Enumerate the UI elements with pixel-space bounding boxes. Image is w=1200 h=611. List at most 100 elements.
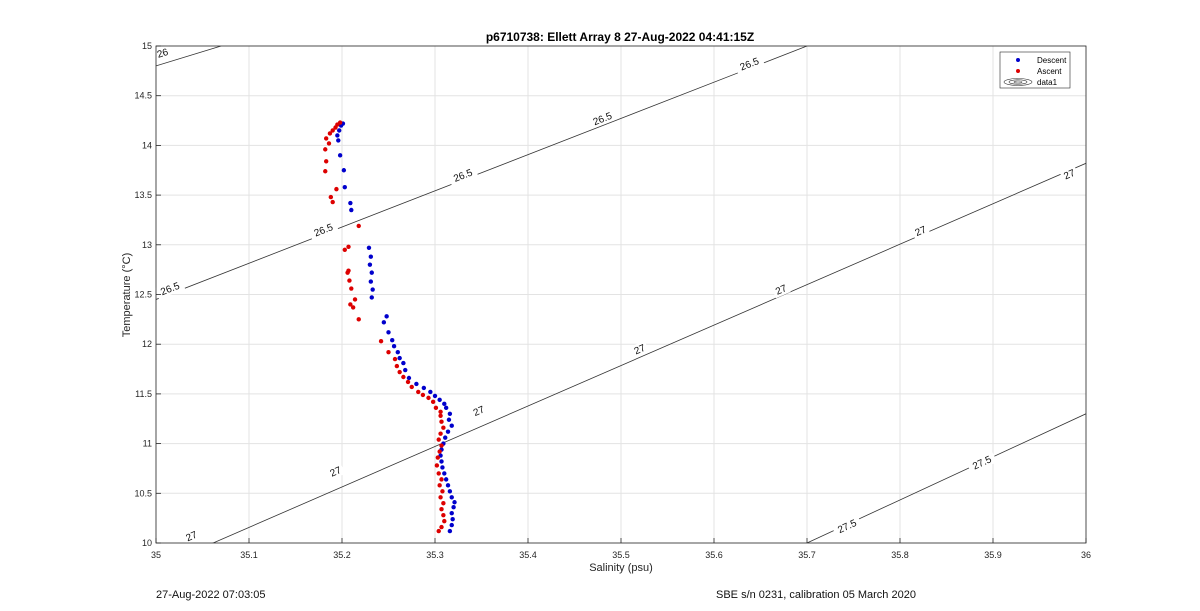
data-point [391,343,397,349]
grid-lines [155,45,1087,544]
contour-label: 26.5 [154,277,186,300]
data-point [335,133,340,138]
data-point [334,186,339,192]
x-tick-label: 35.7 [798,550,816,560]
x-tick-label: 35.8 [891,550,909,560]
contour-label: 27 [910,222,931,240]
data-point [442,518,447,524]
data-point [386,349,391,355]
data-point [449,522,454,528]
legend-descent-marker [1016,58,1020,62]
data-point [337,153,343,158]
data-point [378,339,384,344]
series-0 [335,121,457,534]
x-tick-label: 35.1 [240,550,258,560]
data-point [439,477,444,482]
data-point [430,399,436,405]
data-point [341,168,347,173]
data-point [440,465,445,470]
data-point [397,369,402,375]
data-point [449,510,454,516]
data-point [356,317,361,322]
data-point [403,367,408,373]
contour-label-text: 27 [774,283,789,298]
x-tick-label: 35.3 [426,550,444,560]
data-point [366,245,372,250]
data-point [420,392,426,398]
data-point [433,405,439,411]
data-point [326,141,332,146]
y-axis-ticks: 10 10.5 11 11.5 12 12.5 13 13.5 14 14.5 15 [134,41,161,548]
y-tick-label: 10.5 [134,488,152,498]
data-point [443,405,449,411]
series-1 [323,120,447,534]
data-point [449,495,454,500]
data-point [435,455,440,460]
data-point [421,385,427,391]
data-point [440,489,445,494]
data-point [405,379,411,385]
x-tick-label: 35.4 [519,550,537,560]
x-tick-label: 35.6 [705,550,723,560]
y-axis-label: Temperature (°C) [121,253,133,337]
contour-label-text: 27 [184,530,199,545]
data-point [323,159,329,164]
data-points [323,120,457,534]
data-point [369,270,374,275]
chart-title: p6710738: Ellett Array 8 27-Aug-2022 04:… [486,30,754,44]
isopycnal-line [156,46,808,300]
data-point [434,463,440,468]
data-point [447,411,453,416]
data-point [370,287,375,292]
data-point [367,262,373,267]
contour-label: 27 [181,527,202,545]
legend-descent-label: Descent [1037,56,1067,65]
contour-label-text: 27 [633,343,648,358]
legend-data1-label: data1 [1037,78,1058,87]
data-point [442,401,447,407]
data-point [346,244,351,249]
data-point [447,489,453,494]
data-point [323,136,329,141]
contour-label: 26.5 [587,107,618,130]
data-point [342,184,347,190]
data-point [436,471,441,476]
contour-label-text: 27 [472,404,487,419]
data-point [336,138,341,143]
x-tick-label: 35.5 [612,550,630,560]
data-point [439,507,444,512]
data-point [437,449,442,454]
data-point [349,286,354,291]
data-point [451,505,456,510]
data-point [439,459,444,464]
data-point [330,199,335,205]
data-point [323,147,328,152]
y-tick-label: 15 [142,41,152,51]
data-point [356,223,361,229]
data-point [368,254,374,259]
y-tick-label: 14 [142,140,152,150]
y-tick-label: 11.5 [135,389,152,399]
footer-timestamp: 27-Aug-2022 07:03:05 [156,589,266,601]
data-point [342,247,347,252]
data-point [381,320,387,325]
contour-label: 27 [325,462,346,481]
x-tick-label: 35.2 [333,550,351,560]
data-point [445,429,451,434]
data-point [428,389,433,395]
data-point [390,338,395,343]
contour-label: 26.5 [447,164,479,186]
data-point [441,501,446,506]
data-point [447,528,453,534]
data-point [438,409,443,414]
x-tick-label: 36 [1081,550,1091,560]
data-point [443,435,448,440]
contour-label: 26.5 [734,53,765,75]
contour-label-text: 27 [329,465,344,480]
y-tick-label: 12 [142,339,152,349]
data-point [346,268,351,273]
data-point [327,131,333,136]
data-point [439,443,444,448]
y-tick-label: 10 [142,538,152,548]
